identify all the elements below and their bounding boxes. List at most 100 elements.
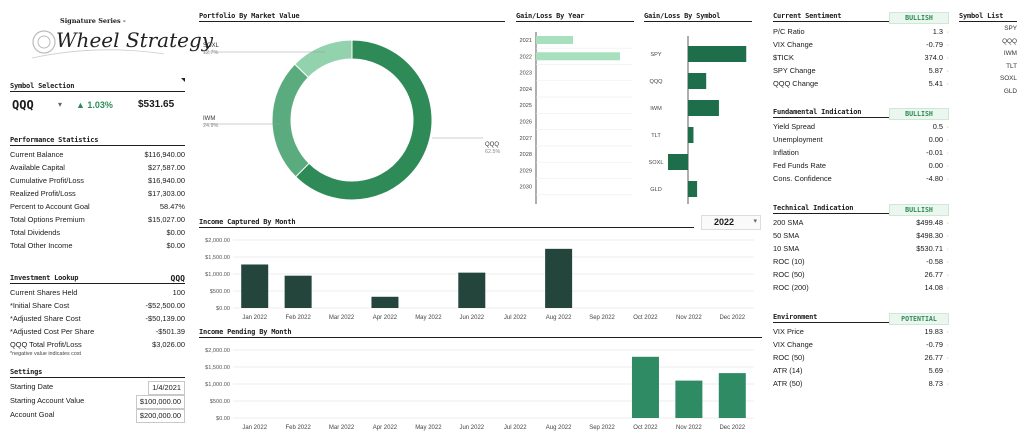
stat-value: 14.08 <box>924 283 944 292</box>
y-tick-label: $1,000.00 <box>205 382 230 388</box>
stat-value: $498.30 <box>916 231 943 240</box>
symbol-label: SPY <box>650 52 661 58</box>
row-marker: · <box>946 340 949 349</box>
year-label: 2030 <box>520 185 532 191</box>
lookup-note: *negative value indicates cost <box>10 351 82 357</box>
month-bar <box>631 356 659 418</box>
stat-value: -$50,139.00 <box>145 314 185 323</box>
logo: Signature Series - Wheel Strategy <box>28 14 213 66</box>
technical-badge: BULLISH <box>889 204 949 216</box>
y-tick-label: $0.00 <box>216 416 230 422</box>
stat-label: Starting Date <box>10 382 54 391</box>
sentiment-panel: Current Sentiment BULLISH P/C Ratio 1.3 · V… <box>773 12 949 102</box>
stat-label: Yield Spread <box>773 122 816 131</box>
row-marker: · <box>946 270 949 279</box>
stat-label: VIX Change <box>773 340 813 349</box>
symbol-label: SOXL <box>649 160 664 166</box>
y-tick-label: $1,500.00 <box>205 255 230 261</box>
chevron-down-icon[interactable]: ▾ <box>753 218 757 225</box>
gain-symbol-panel: Gain/Loss By Symbol <box>644 12 752 22</box>
stat-row: Fed Funds Rate 0.00 · <box>773 160 949 172</box>
stat-value[interactable]: $100,000.00 <box>135 395 185 409</box>
symbol-bar <box>688 46 747 62</box>
logo-name: Wheel Strategy <box>56 28 214 52</box>
stat-label: VIX Price <box>773 327 804 336</box>
month-label: Feb 2022 <box>285 315 311 321</box>
stat-label: Unemployment <box>773 135 823 144</box>
stat-label: Inflation <box>773 148 799 157</box>
stat-value: 374.0 <box>924 53 944 62</box>
sentiment-title: Current Sentiment <box>773 12 949 22</box>
stat-row: ATR (50) 8.73 · <box>773 378 949 390</box>
change-pct: ▲ 1.03% <box>76 100 113 110</box>
stat-label: Realized Profit/Loss <box>10 189 76 198</box>
y-tick-label: $500.00 <box>210 289 230 295</box>
stat-label: Fed Funds Rate <box>773 161 826 170</box>
symbol-bar <box>688 100 719 116</box>
stat-row: Cons. Confidence -4.80 · <box>773 173 949 185</box>
stat-value[interactable]: 1/4/2021 <box>148 381 185 395</box>
stat-label: ROC (200) <box>773 283 809 292</box>
stat-value: $16,940.00 <box>148 176 185 185</box>
symbol-list-item[interactable]: TLT <box>1006 62 1017 70</box>
stat-value: -0.58 <box>926 257 943 266</box>
lookup-symbol[interactable]: QQQ <box>170 274 185 283</box>
month-bar <box>284 275 312 308</box>
gain-year-chart: 2021 2022 2023 2024 2025 2026 2027 2028 2029 2030 <box>520 32 632 204</box>
stat-label: ROC (10) <box>773 257 805 266</box>
month-bar <box>718 373 746 418</box>
corner-marker <box>181 78 185 82</box>
stat-row: QQQ Total Profit/Loss $3,026.00 <box>10 339 185 351</box>
stat-label: Starting Account Value <box>10 396 85 405</box>
stat-label: ATR (14) <box>773 366 803 375</box>
symbol-list-item[interactable]: QQQ <box>1002 37 1017 45</box>
symbol-list-item[interactable]: SPY <box>1004 25 1017 32</box>
stat-label: QQQ Change <box>773 79 819 88</box>
stat-label: 50 SMA <box>773 231 800 240</box>
pie-pct: 24.9% <box>203 123 218 129</box>
stat-row: Current Balance $116,940.00 <box>10 149 185 161</box>
stat-value: 19.83 <box>924 327 944 336</box>
year-label: 2027 <box>520 136 532 142</box>
month-label: Sep 2022 <box>589 425 615 431</box>
symbol-list-item[interactable]: SOXL <box>999 75 1017 82</box>
symbol-select[interactable]: QQQ <box>12 98 34 112</box>
symbol-list-item[interactable]: GLD <box>1003 87 1017 95</box>
stat-value: 5.69 <box>928 366 943 375</box>
stat-value: -$52,500.00 <box>145 301 185 310</box>
row-marker: · <box>946 161 949 170</box>
month-bar <box>458 272 486 308</box>
price: $531.65 <box>138 99 175 110</box>
row-marker: · <box>946 53 949 62</box>
y-tick-label: $0.00 <box>216 306 230 312</box>
month-label: Feb 2022 <box>285 425 311 431</box>
stat-value: -4.80 <box>926 174 943 183</box>
stat-label: ROC (50) <box>773 270 805 279</box>
stat-row: ATR (14) 5.69 · <box>773 365 949 377</box>
symbol-list-item[interactable]: IWM <box>1003 50 1017 57</box>
sentiment-badge: BULLISH <box>889 12 949 24</box>
symbol-list-panel: Symbol List SPY QQQ IWM TLT SOXL GLD <box>959 12 1017 112</box>
stat-row: P/C Ratio 1.3 · <box>773 26 949 38</box>
stat-label: SPY Change <box>773 66 816 75</box>
stat-value: $0.00 <box>166 241 186 250</box>
stat-row: $TICK 374.0 · <box>773 52 949 64</box>
month-label: Oct 2022 <box>633 315 658 321</box>
stat-row: ROC (200) 14.08 · <box>773 282 949 294</box>
symbol-label: QQQ <box>649 79 663 85</box>
month-label: Dec 2022 <box>719 315 745 321</box>
stat-row: 10 SMA $530.71 · <box>773 243 949 255</box>
stat-label: Total Dividends <box>10 228 61 237</box>
income-captured-panel: Income Captured By Month 2022 ▾ <box>199 215 762 230</box>
stat-value: 8.73 <box>928 379 943 388</box>
year-select[interactable]: 2022 ▾ <box>701 215 761 230</box>
month-label: Apr 2022 <box>373 425 398 431</box>
chevron-down-icon[interactable]: ▾ <box>58 100 63 109</box>
fundamental-badge: BULLISH <box>889 108 949 120</box>
row-marker: · <box>946 353 949 362</box>
stat-label: *Adjusted Cost Per Share <box>10 327 95 336</box>
logo-mark <box>31 30 165 59</box>
stat-value[interactable]: $200,000.00 <box>135 409 185 423</box>
row-marker: · <box>946 40 949 49</box>
stat-row: *Initial Share Cost -$52,500.00 <box>10 300 185 312</box>
